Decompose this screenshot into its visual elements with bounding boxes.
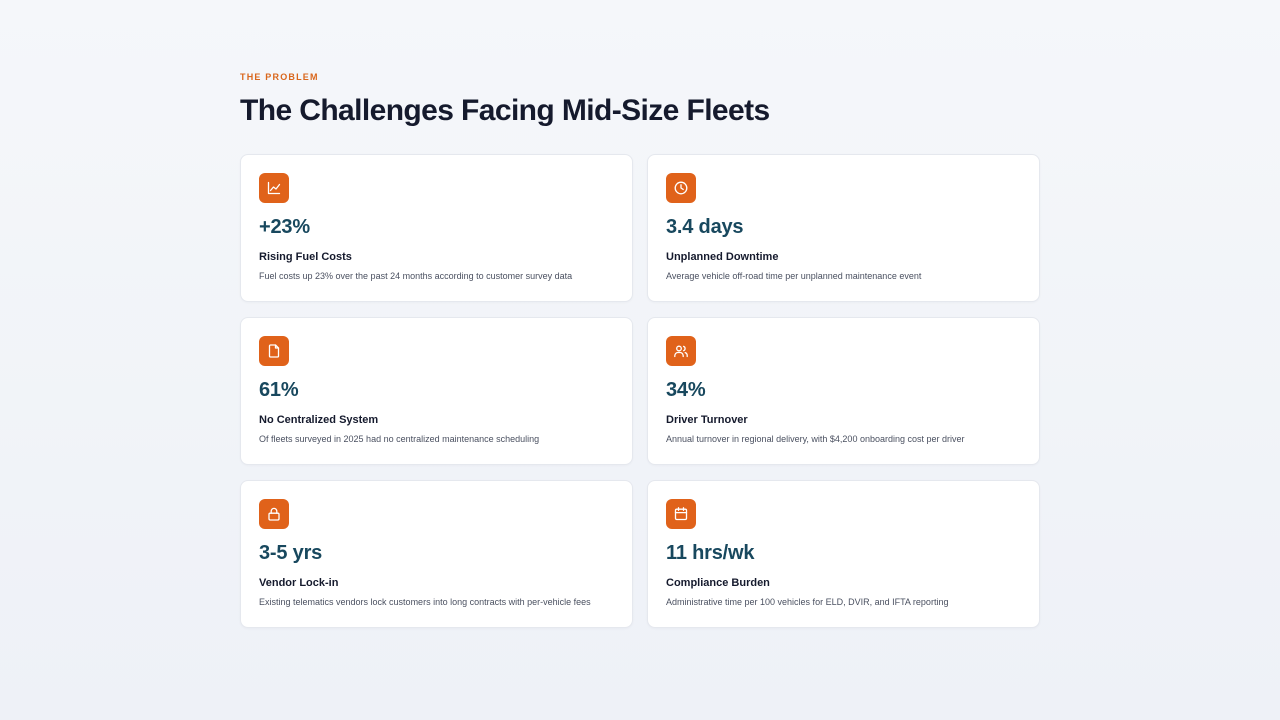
challenge-card-downtime: 3.4 days Unplanned Downtime Average vehi… — [647, 154, 1040, 302]
challenge-card-driver-turnover: 34% Driver Turnover Annual turnover in r… — [647, 317, 1040, 465]
users-icon — [666, 336, 696, 366]
document-icon — [259, 336, 289, 366]
section-title: The Challenges Facing Mid-Size Fleets — [240, 94, 770, 127]
challenge-title: Driver Turnover — [666, 414, 748, 426]
challenge-stat: +23% — [259, 216, 310, 238]
challenge-title: Unplanned Downtime — [666, 251, 779, 263]
challenge-card-fuel-costs: +23% Rising Fuel Costs Fuel costs up 23%… — [240, 154, 633, 302]
challenge-stat: 3-5 yrs — [259, 542, 323, 564]
challenge-description: Existing telematics vendors lock custome… — [259, 597, 591, 607]
challenge-description: Average vehicle off-road time per unplan… — [666, 271, 922, 281]
challenge-description: Of fleets surveyed in 2025 had no centra… — [259, 434, 540, 444]
calendar-icon — [666, 499, 696, 529]
challenge-card-vendor-lock-in: 3-5 yrs Vendor Lock-in Existing telemati… — [240, 480, 633, 628]
challenge-title: No Centralized System — [259, 414, 379, 426]
challenge-stat: 34% — [666, 379, 706, 401]
challenge-card-centralized-system: 61% No Centralized System Of fleets surv… — [240, 317, 633, 465]
challenge-title: Vendor Lock-in — [259, 577, 339, 589]
clock-icon — [666, 173, 696, 203]
challenge-grid: +23% Rising Fuel Costs Fuel costs up 23%… — [240, 154, 1040, 628]
challenge-description: Fuel costs up 23% over the past 24 month… — [259, 271, 573, 281]
challenge-stat: 61% — [259, 379, 299, 401]
challenge-stat: 11 hrs/wk — [666, 542, 755, 564]
challenge-stat: 3.4 days — [666, 216, 744, 238]
section-eyebrow: THE PROBLEM — [240, 72, 319, 82]
challenge-title: Rising Fuel Costs — [259, 251, 352, 263]
challenge-description: Annual turnover in regional delivery, wi… — [666, 434, 965, 444]
line-chart-icon — [259, 173, 289, 203]
challenge-card-compliance-burden: 11 hrs/wk Compliance Burden Administrati… — [647, 480, 1040, 628]
challenge-description: Administrative time per 100 vehicles for… — [666, 597, 949, 607]
challenge-title: Compliance Burden — [666, 577, 770, 589]
lock-icon — [259, 499, 289, 529]
